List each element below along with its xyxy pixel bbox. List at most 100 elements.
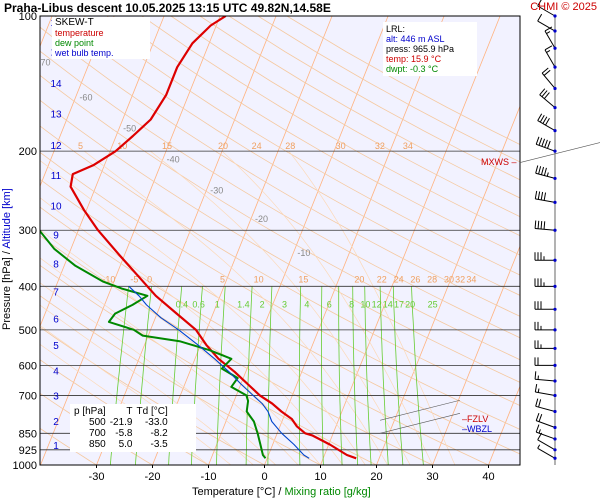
legend-dewpoint: dew point bbox=[55, 38, 94, 48]
wind-barb-staff bbox=[535, 227, 556, 231]
fzlv-label: FZLV bbox=[467, 414, 489, 424]
wind-barb bbox=[535, 165, 557, 181]
level-t: -21.9 bbox=[109, 417, 133, 428]
wind-barb bbox=[539, 88, 557, 110]
wind-barb-flag bbox=[543, 167, 547, 176]
wind-barb-dot bbox=[553, 14, 557, 18]
wind-barb-flag bbox=[543, 69, 551, 76]
isotherm-label: -70 bbox=[37, 58, 50, 68]
level-td: -8.2 bbox=[150, 428, 168, 439]
wind-barb-staff bbox=[535, 378, 556, 382]
wind-barb-dot bbox=[553, 176, 557, 181]
mxws-tick: ‒ bbox=[511, 157, 517, 167]
level-td: -33.0 bbox=[144, 417, 168, 428]
isotherm-line bbox=[40, 16, 109, 188]
isotherm-label: -50 bbox=[123, 123, 136, 133]
mixing-ratio-label: 3 bbox=[282, 299, 287, 309]
level-p: 850 bbox=[89, 439, 106, 450]
altitude-tick-label: 8 bbox=[53, 260, 59, 271]
wind-barb-staff bbox=[535, 172, 556, 179]
lrl-heading: LRL: bbox=[386, 24, 406, 34]
wind-barb-dot bbox=[553, 393, 557, 398]
wind-barb-flag bbox=[538, 413, 543, 422]
mixing-ratio-label: 1.4 bbox=[237, 299, 250, 309]
wind-barb-flag bbox=[535, 412, 540, 421]
wind-barb-flag bbox=[543, 192, 547, 201]
isotherm-line bbox=[320, 16, 501, 465]
wbzl-marker: –WBZL bbox=[462, 424, 492, 434]
wind-barb-half bbox=[537, 388, 540, 393]
series-temperature bbox=[69, 16, 357, 460]
theta-label: 5 bbox=[220, 274, 225, 284]
series-wet-bulb-temp- bbox=[128, 285, 310, 459]
wind-barb-half bbox=[538, 429, 541, 434]
wind-barb-half bbox=[546, 31, 551, 34]
pressure-tick-label: 500 bbox=[19, 325, 37, 337]
dry-adiabat bbox=[141, 16, 520, 237]
isotherm-label: -10 bbox=[297, 248, 310, 258]
wind-barb-flag bbox=[541, 90, 548, 98]
altitude-tick-label: 3 bbox=[53, 392, 59, 403]
theta-label: 15 bbox=[162, 141, 172, 151]
theta-label: 34 bbox=[466, 274, 476, 284]
level-table-grid: p [hPa] T Td [°C] 500 -21.9 -33.0 700 -5… bbox=[74, 406, 172, 450]
mixing-ratio-label: 0.6 bbox=[192, 299, 205, 309]
isotherm-line bbox=[376, 105, 520, 465]
altitude-tick-label: 11 bbox=[51, 171, 62, 182]
pressure-tick-label: 100 bbox=[19, 11, 37, 23]
theta-label: 20 bbox=[218, 141, 228, 151]
series-dew-point bbox=[40, 229, 267, 459]
dry-adiabat bbox=[112, 16, 520, 256]
theta-label: 0 bbox=[147, 274, 152, 284]
altitude-tick-label: 1 bbox=[53, 441, 59, 452]
level-header-td: Td [°C] bbox=[136, 406, 168, 417]
pressure-tick-label: 300 bbox=[19, 225, 37, 237]
wind-barb-flag bbox=[540, 220, 543, 230]
wind-barb-flag bbox=[535, 136, 540, 145]
wind-barb bbox=[534, 301, 557, 311]
theta-label: 32 bbox=[375, 141, 385, 151]
fzlv-tick: – bbox=[462, 414, 468, 424]
wind-barb bbox=[535, 412, 557, 430]
pressure-tick-label: 400 bbox=[19, 281, 37, 293]
altitude-tick-label: 9 bbox=[53, 231, 59, 242]
wind-barb-staff bbox=[537, 5, 556, 17]
level-t: 5.0 bbox=[118, 439, 133, 450]
wind-barb-dot bbox=[553, 228, 557, 232]
pressure-tick-label: 700 bbox=[19, 390, 37, 402]
chart-title: Praha-Libus descent 10.05.2025 13:15 UTC… bbox=[4, 1, 331, 15]
theta-label: 26 bbox=[410, 274, 420, 284]
mixing-ratio-label: 14 bbox=[383, 299, 393, 309]
dry-adiabat bbox=[40, 74, 520, 361]
wind-barb-dot bbox=[553, 29, 557, 33]
isotherm-line bbox=[545, 16, 600, 465]
mixing-ratio-label: 17 bbox=[394, 299, 404, 309]
wind-barb-flag bbox=[541, 138, 546, 147]
lrl-press: press: 965.9 hPa bbox=[386, 44, 455, 54]
altitude-tick-label: 12 bbox=[50, 141, 62, 152]
wind-barb-flag bbox=[543, 92, 550, 99]
wind-barb-dot bbox=[553, 129, 557, 133]
wind-barb-flag bbox=[537, 0, 542, 7]
wind-barb-flag bbox=[544, 26, 553, 32]
lrl-temp: temp: 15.9 °C bbox=[386, 54, 442, 64]
theta-label: -5 bbox=[130, 274, 138, 284]
wind-barb-staff bbox=[537, 20, 556, 32]
copyright: CHMI © 2025 bbox=[530, 1, 597, 13]
wind-barb bbox=[534, 357, 557, 367]
mixing-ratio-label: 0.4 bbox=[176, 299, 189, 309]
theta-label: 20 bbox=[354, 274, 364, 284]
wind-barb-flag bbox=[540, 191, 544, 200]
wind-barb-dot bbox=[553, 284, 557, 288]
theta-label: 24 bbox=[252, 141, 262, 151]
dry-adiabat bbox=[40, 99, 520, 383]
legend-wetbulb: wet bulb temp. bbox=[55, 48, 114, 58]
wind-barb-half bbox=[537, 444, 541, 449]
y-axis-label-alt: Altitude [km] bbox=[1, 188, 13, 249]
theta-label: -10 bbox=[102, 274, 115, 284]
wind-barb-flag bbox=[535, 165, 539, 174]
lrl-box: LRL: alt: 446 m ASL press: 965.9 hPa tem… bbox=[383, 22, 477, 76]
wind-barb bbox=[535, 398, 557, 414]
mxws-marker: MXWS ‒ bbox=[481, 157, 517, 167]
wind-barb-flag bbox=[537, 191, 541, 200]
